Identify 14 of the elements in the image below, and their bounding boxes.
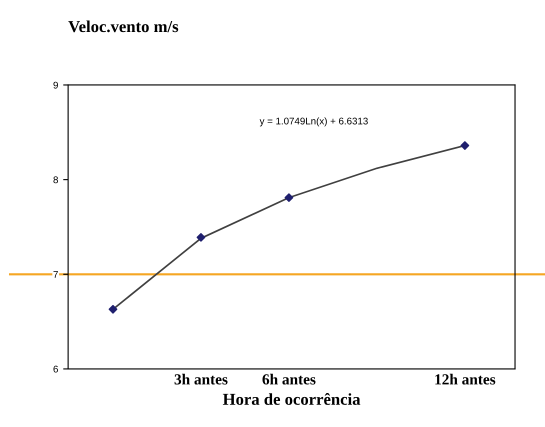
y-tick-label: 8 bbox=[53, 176, 58, 184]
y-tick-label: 7 bbox=[53, 271, 58, 278]
x-tick-label: 6h antes bbox=[262, 374, 316, 385]
point bbox=[460, 141, 470, 150]
x-tick-label: 3h antes bbox=[174, 374, 228, 385]
point bbox=[284, 193, 294, 202]
y-tick-label: 9 bbox=[53, 82, 58, 89]
y-axis-title: Veloc.vento m/s bbox=[68, 20, 178, 32]
point bbox=[108, 304, 118, 314]
y-tick-label: 6 bbox=[53, 366, 58, 373]
x-axis-title: Hora de ocorrência bbox=[222, 393, 360, 405]
x-tick-label: 12h antes bbox=[435, 374, 496, 385]
point bbox=[196, 232, 206, 242]
annotation: y = 1.0749Ln(x) + 6.6313 bbox=[260, 117, 368, 126]
